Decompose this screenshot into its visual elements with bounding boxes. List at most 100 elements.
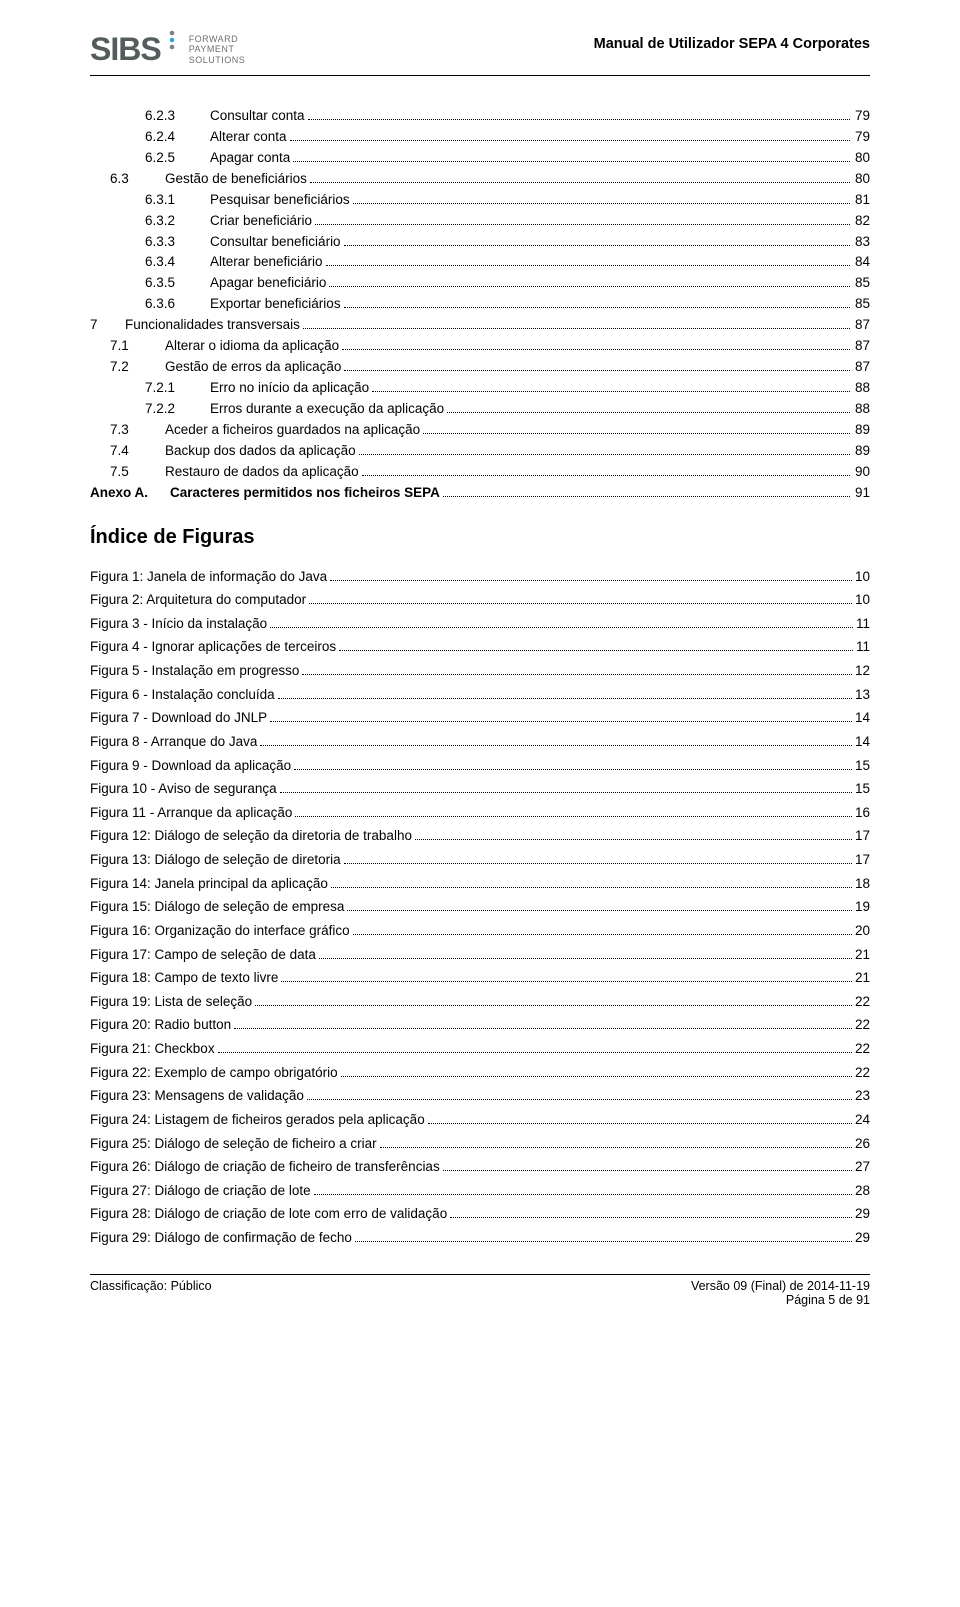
leader-dots (344, 307, 850, 308)
toc-entry[interactable]: 6.3.1Pesquisar beneficiários81 (90, 190, 870, 211)
document-title: Manual de Utilizador SEPA 4 Corporates (594, 36, 870, 52)
figure-entry[interactable]: Figura 5 - Instalação em progresso12 (90, 659, 870, 683)
figure-entry[interactable]: Figura 10 - Aviso de segurança15 (90, 777, 870, 801)
figure-page-number: 21 (855, 943, 870, 967)
toc-entry[interactable]: Anexo A.Caracteres permitidos nos fichei… (90, 483, 870, 504)
figure-title: Figura 20: Radio button (90, 1013, 231, 1037)
figure-title: Figura 5 - Instalação em progresso (90, 659, 299, 683)
toc-entry[interactable]: 6.3.4Alterar beneficiário84 (90, 252, 870, 273)
leader-dots (428, 1123, 852, 1124)
leader-dots (362, 475, 850, 476)
figure-entry[interactable]: Figura 21: Checkbox22 (90, 1037, 870, 1061)
toc-page-number: 81 (853, 190, 870, 211)
leader-dots (347, 910, 852, 911)
toc-title: Alterar conta (210, 127, 287, 148)
figure-entry[interactable]: Figura 24: Listagem de ficheiros gerados… (90, 1108, 870, 1132)
figure-entry[interactable]: Figura 28: Diálogo de criação de lote co… (90, 1202, 870, 1226)
figure-page-number: 20 (855, 919, 870, 943)
figure-entry[interactable]: Figura 13: Diálogo de seleção de diretor… (90, 848, 870, 872)
toc-page-number: 90 (853, 462, 870, 483)
figure-title: Figura 4 - Ignorar aplicações de terceir… (90, 635, 336, 659)
page-footer: Classificação: Público Versão 09 (Final)… (90, 1274, 870, 1307)
figure-entry[interactable]: Figura 16: Organização do interface gráf… (90, 919, 870, 943)
figure-entry[interactable]: Figura 17: Campo de seleção de data21 (90, 943, 870, 967)
toc-entry[interactable]: 7.2Gestão de erros da aplicação87 (90, 357, 870, 378)
figure-entry[interactable]: Figura 23: Mensagens de validação23 (90, 1084, 870, 1108)
figure-entry[interactable]: Figura 22: Exemplo de campo obrigatório2… (90, 1061, 870, 1085)
figure-entry[interactable]: Figura 25: Diálogo de seleção de ficheir… (90, 1132, 870, 1156)
leader-dots (255, 1005, 852, 1006)
toc-entry[interactable]: 6.2.5Apagar conta80 (90, 148, 870, 169)
figure-entry[interactable]: Figura 18: Campo de texto livre21 (90, 966, 870, 990)
figure-page-number: 14 (855, 706, 870, 730)
toc-entry[interactable]: 6.3Gestão de beneficiários80 (90, 169, 870, 190)
figure-entry[interactable]: Figura 3 - Início da instalação11 (90, 612, 870, 636)
figure-entry[interactable]: Figura 7 - Download do JNLP 14 (90, 706, 870, 730)
figure-title: Figura 11 - Arranque da aplicação (90, 801, 292, 825)
leader-dots (331, 887, 852, 888)
leader-dots (380, 1147, 852, 1148)
leader-dots (353, 934, 852, 935)
figure-entry[interactable]: Figura 14: Janela principal da aplicação… (90, 872, 870, 896)
toc-entry[interactable]: 7.2.1Erro no início da aplicação88 (90, 378, 870, 399)
figure-entry[interactable]: Figura 19: Lista de seleção22 (90, 990, 870, 1014)
figure-entry[interactable]: Figura 6 - Instalação concluída13 (90, 683, 870, 707)
toc-page-number: 88 (853, 378, 870, 399)
figure-title: Figura 7 - Download do JNLP (90, 706, 267, 730)
toc-entry[interactable]: 7.5Restauro de dados da aplicação90 (90, 462, 870, 483)
toc-number: 6.2.3 (90, 106, 210, 127)
figure-title: Figura 29: Diálogo de confirmação de fec… (90, 1226, 352, 1250)
figure-title: Figura 10 - Aviso de segurança (90, 777, 277, 801)
toc-title: Exportar beneficiários (210, 294, 341, 315)
toc-entry[interactable]: 7.1Alterar o idioma da aplicação87 (90, 336, 870, 357)
toc-number: 6.3.5 (90, 273, 210, 294)
toc-entry[interactable]: 7.2.2Erros durante a execução da aplicaç… (90, 399, 870, 420)
toc-entry[interactable]: 6.2.4Alterar conta79 (90, 127, 870, 148)
document-page: SIBS FORWARD PAYMENT SOLUTIONS Manual de… (0, 0, 960, 1607)
figure-page-number: 13 (855, 683, 870, 707)
toc-number: Anexo A. (90, 483, 170, 504)
leader-dots (330, 580, 852, 581)
toc-entry[interactable]: 7.3Aceder a ficheiros guardados na aplic… (90, 420, 870, 441)
figure-title: Figura 22: Exemplo de campo obrigatório (90, 1061, 338, 1085)
toc-entry[interactable]: 7Funcionalidades transversais87 (90, 315, 870, 336)
figure-title: Figura 8 - Arranque do Java (90, 730, 257, 754)
figure-page-number: 10 (855, 588, 870, 612)
figure-entry[interactable]: Figura 20: Radio button22 (90, 1013, 870, 1037)
toc-entry[interactable]: 6.3.2Criar beneficiário82 (90, 211, 870, 232)
figure-entry[interactable]: Figura 12: Diálogo de seleção da diretor… (90, 824, 870, 848)
figure-entry[interactable]: Figura 29: Diálogo de confirmação de fec… (90, 1226, 870, 1250)
figure-entry[interactable]: Figura 8 - Arranque do Java14 (90, 730, 870, 754)
figure-entry[interactable]: Figura 9 - Download da aplicação15 (90, 754, 870, 778)
toc-entry[interactable]: 6.3.5Apagar beneficiário85 (90, 273, 870, 294)
figure-page-number: 17 (855, 824, 870, 848)
figure-title: Figura 21: Checkbox (90, 1037, 215, 1061)
toc-page-number: 85 (853, 273, 870, 294)
toc-title: Gestão de beneficiários (165, 169, 307, 190)
toc-title: Restauro de dados da aplicação (165, 462, 359, 483)
leader-dots (344, 863, 852, 864)
toc-entry[interactable]: 6.3.3Consultar beneficiário83 (90, 232, 870, 253)
toc-title: Alterar beneficiário (210, 252, 323, 273)
figure-entry[interactable]: Figura 26: Diálogo de criação de ficheir… (90, 1155, 870, 1179)
figure-entry[interactable]: Figura 2: Arquitetura do computador10 (90, 588, 870, 612)
figure-entry[interactable]: Figura 27: Diálogo de criação de lote28 (90, 1179, 870, 1203)
toc-number: 7.2 (90, 357, 165, 378)
logo-text: SIBS (90, 31, 161, 68)
figure-title: Figura 9 - Download da aplicação (90, 754, 291, 778)
figure-page-number: 11 (856, 635, 870, 659)
figure-entry[interactable]: Figura 11 - Arranque da aplicação 16 (90, 801, 870, 825)
toc-entry[interactable]: 7.4Backup dos dados da aplicação89 (90, 441, 870, 462)
figure-entry[interactable]: Figura 4 - Ignorar aplicações de terceir… (90, 635, 870, 659)
toc-entry[interactable]: 6.2.3Consultar conta79 (90, 106, 870, 127)
figure-entry[interactable]: Figura 1: Janela de informação do Java10 (90, 565, 870, 589)
toc-entry[interactable]: 6.3.6Exportar beneficiários85 (90, 294, 870, 315)
figure-page-number: 16 (855, 801, 870, 825)
toc-page-number: 85 (853, 294, 870, 315)
figure-entry[interactable]: Figura 15: Diálogo de seleção de empresa… (90, 895, 870, 919)
leader-dots (359, 454, 850, 455)
figure-title: Figura 24: Listagem de ficheiros gerados… (90, 1108, 425, 1132)
leader-dots (278, 698, 852, 699)
toc-title: Funcionalidades transversais (125, 315, 300, 336)
leader-dots (293, 161, 850, 162)
